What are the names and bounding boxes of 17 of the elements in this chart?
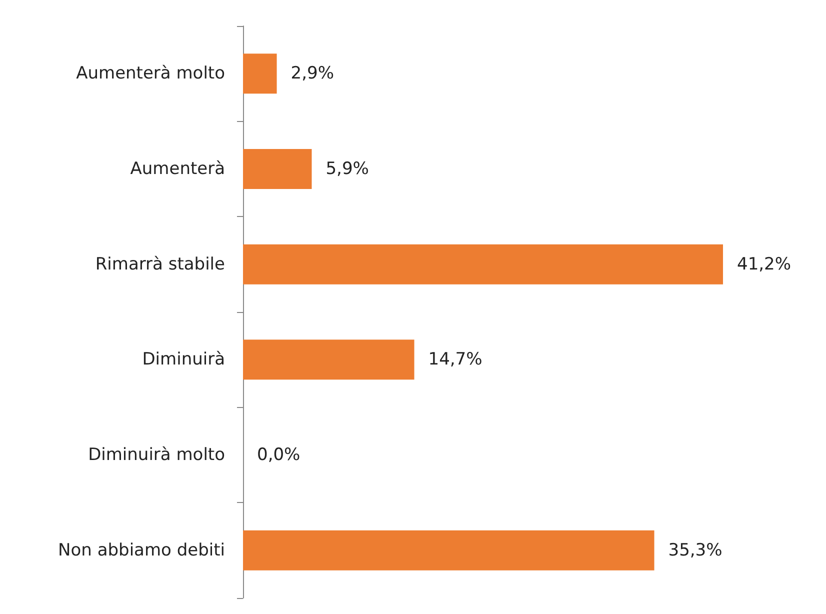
data-label: 0,0% [257,445,300,465]
y-tick-label: Rimarrà stabile [95,254,225,274]
y-tick-label: Aumenterà [130,159,225,179]
bar [243,149,312,189]
y-tick-label: Diminuirà molto [88,445,225,465]
bar [243,54,277,94]
y-tick-label: Non abbiamo debiti [58,540,225,560]
data-label: 2,9% [290,64,334,84]
data-label: 5,9% [326,159,369,179]
bar [243,244,723,284]
y-tick-label: Diminuirà [142,350,225,370]
bar [243,340,414,380]
y-tick-label: Aumenterà molto [76,64,225,84]
data-label: 41,2% [737,254,792,274]
data-label: 14,7% [428,350,482,370]
data-label: 35,3% [668,540,722,560]
bar [243,530,654,570]
